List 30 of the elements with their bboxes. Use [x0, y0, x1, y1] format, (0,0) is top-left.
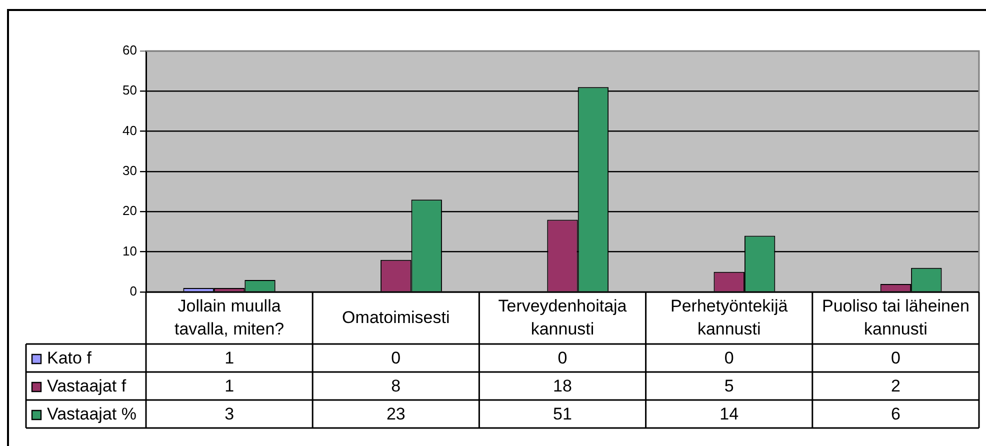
- legend-label: Kato f: [47, 348, 92, 368]
- x-tick-label: Perhetyöntekijä kannusti: [670, 296, 788, 339]
- data-label: 0: [391, 348, 401, 368]
- y-tick-label: 30: [122, 163, 137, 178]
- legend-label: Vastaajat %: [47, 404, 136, 424]
- y-tick-label: 10: [122, 243, 137, 258]
- x-tick-label: Terveydenhoitaja kannusti: [498, 296, 628, 339]
- x-tick-label: Puoliso tai läheinen kannusti: [822, 296, 970, 339]
- x-tick-label: Omatoimisesti: [342, 308, 450, 328]
- data-label: 0: [724, 348, 734, 368]
- legend-label: Vastaajat f: [47, 376, 126, 396]
- x-tick-label: Jollain muulla tavalla, miten?: [174, 296, 284, 339]
- data-label: 23: [386, 404, 406, 424]
- data-label: 1: [224, 376, 234, 396]
- data-label: 8: [391, 376, 401, 396]
- data-label: 6: [890, 404, 900, 424]
- data-label: 14: [720, 404, 739, 424]
- data-label: 0: [890, 348, 900, 368]
- data-label: 18: [553, 376, 572, 396]
- y-tick-label: 0: [130, 284, 137, 299]
- data-label: 51: [553, 404, 572, 424]
- y-tick-label: 50: [122, 82, 137, 98]
- data-label: 1: [224, 348, 234, 368]
- data-label: 0: [558, 348, 568, 368]
- y-tick-label: 20: [122, 203, 137, 218]
- data-label: 5: [724, 376, 734, 396]
- y-tick-label: 60: [122, 42, 137, 58]
- data-label: 2: [890, 376, 900, 396]
- y-tick-label: 40: [122, 122, 137, 138]
- data-label: 3: [224, 404, 234, 424]
